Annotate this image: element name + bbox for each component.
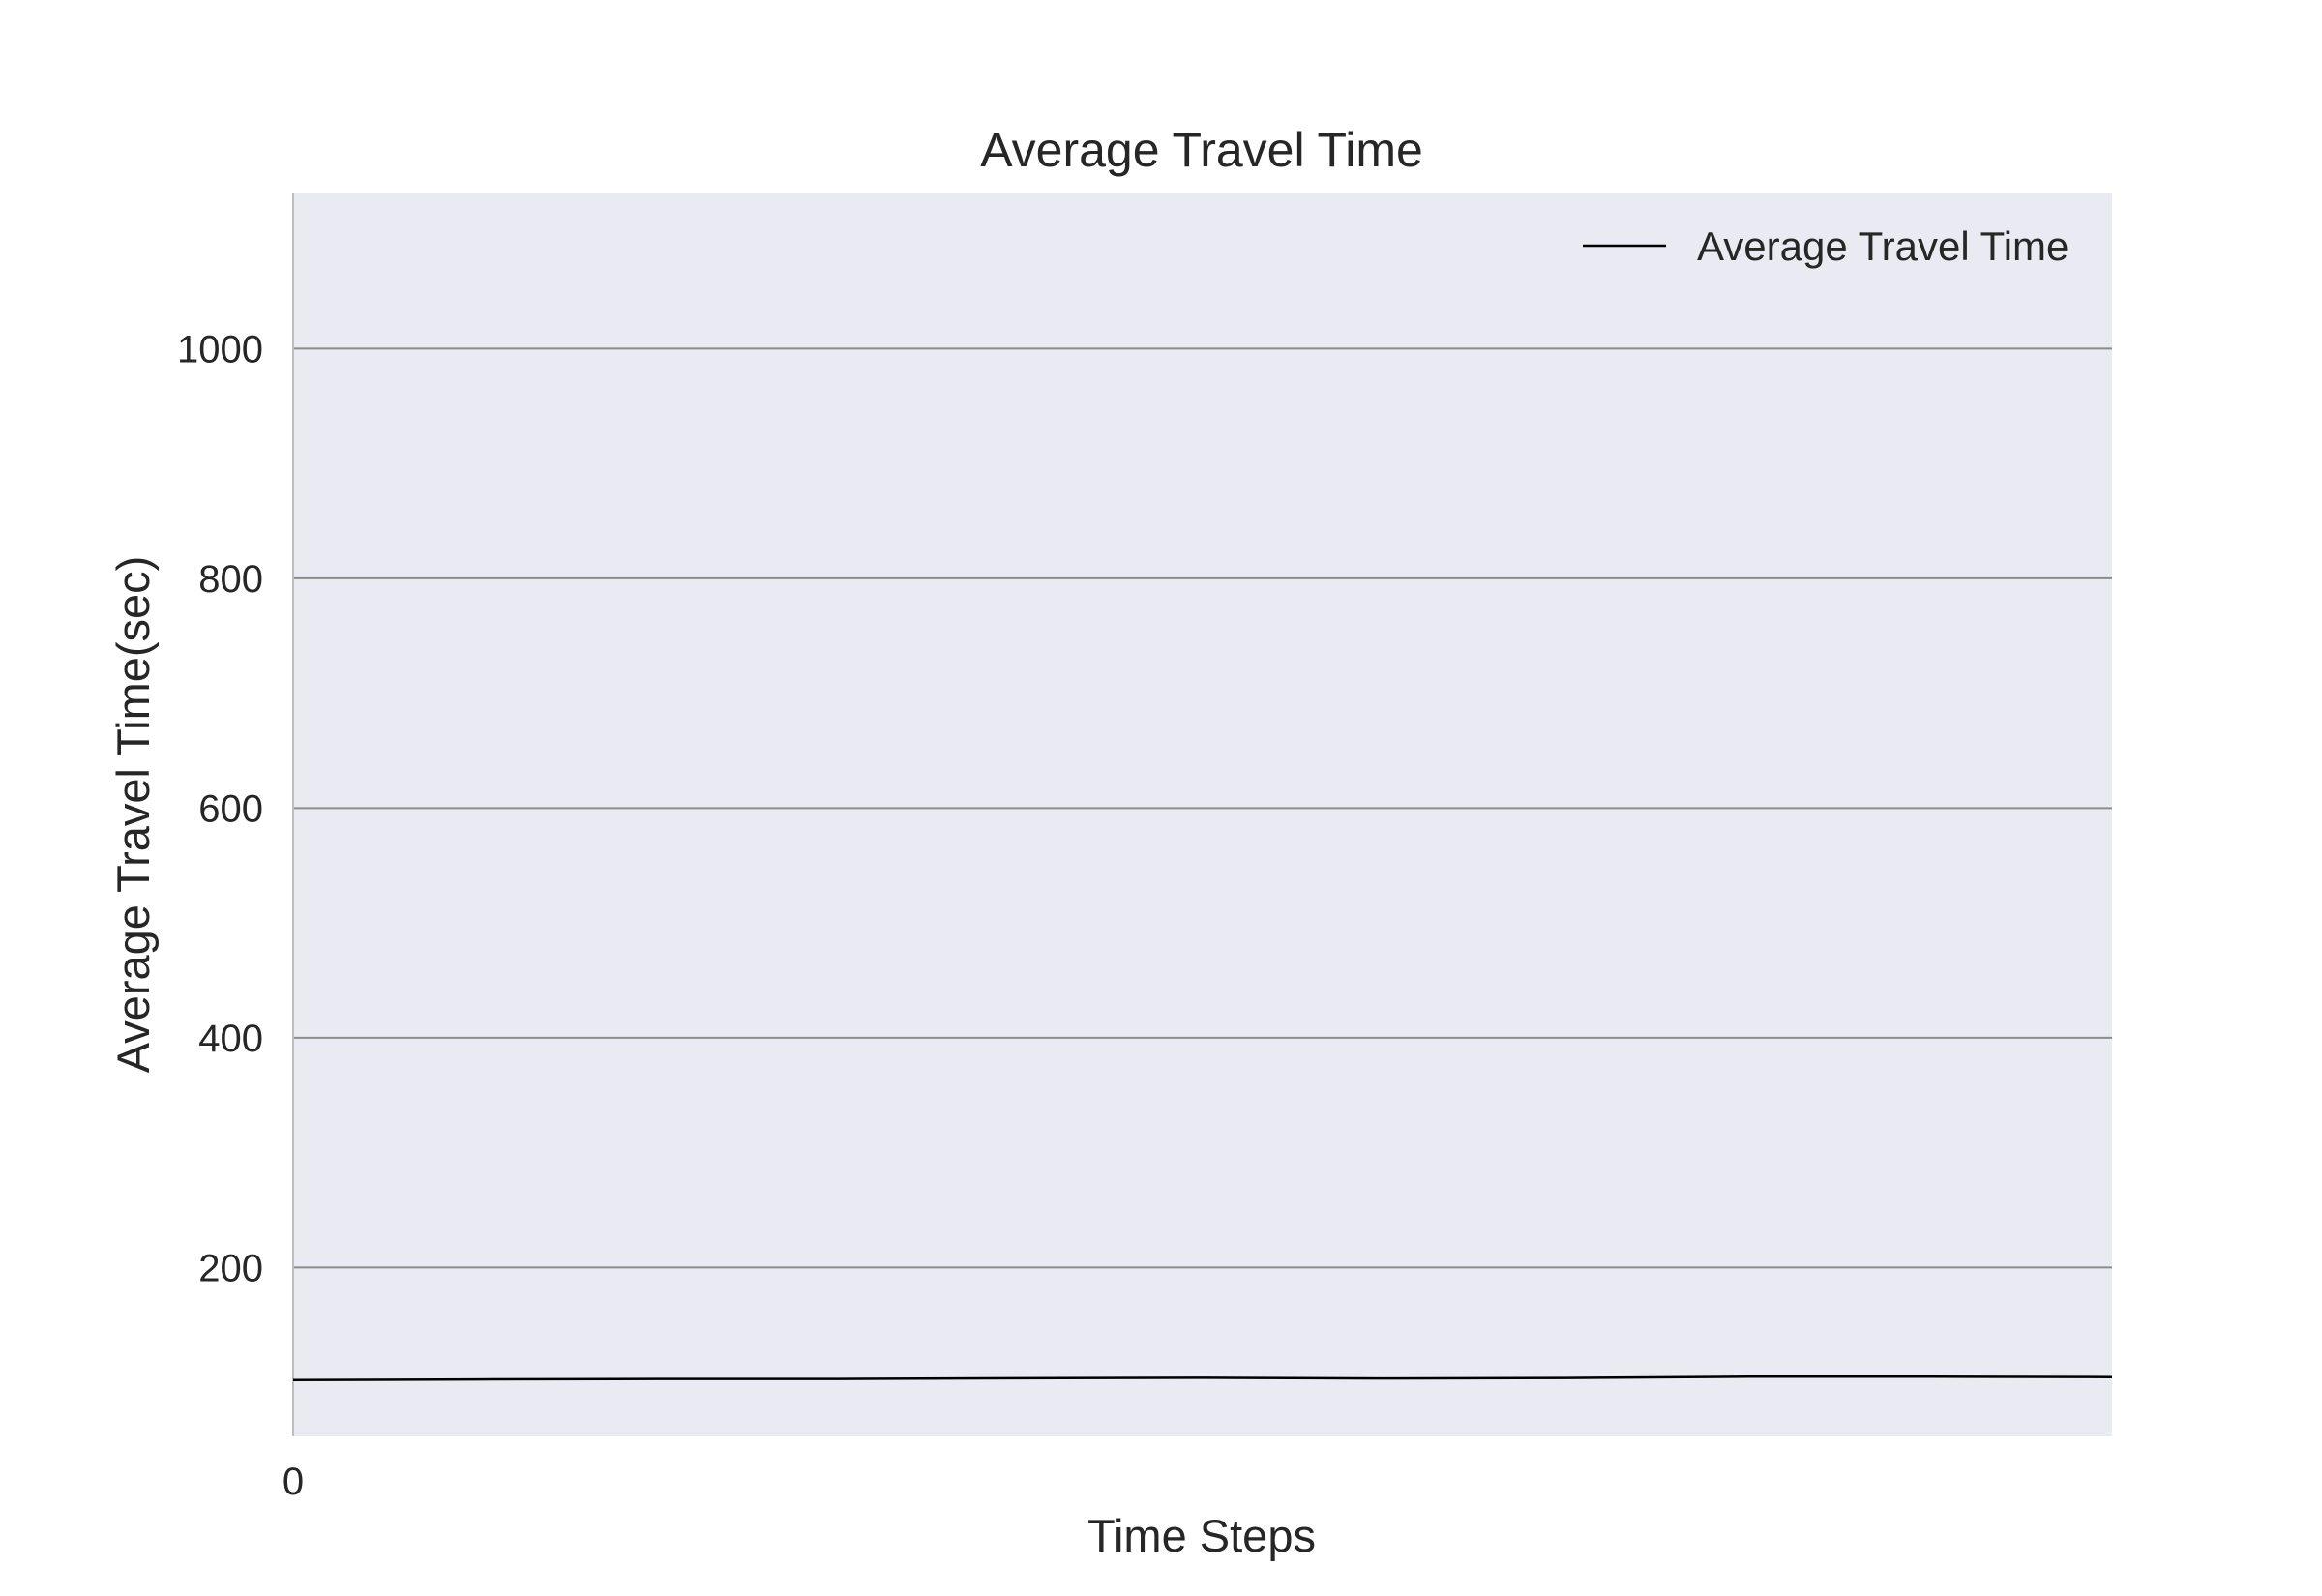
legend-label: Average Travel Time bbox=[1697, 223, 2069, 269]
x-axis-label: Time Steps bbox=[1087, 1510, 1316, 1561]
grid-lines bbox=[293, 347, 2112, 1269]
y-axis-label: Average Travel Time(sec) bbox=[107, 556, 159, 1074]
y-tick-label: 1000 bbox=[177, 328, 263, 370]
x-tick-label: 0 bbox=[283, 1461, 304, 1503]
plot-area bbox=[293, 193, 2112, 1436]
x-tick-labels: 0 bbox=[283, 1461, 304, 1503]
y-tick-labels: 200 400 600 800 1000 bbox=[177, 328, 263, 1289]
y-tick-label: 600 bbox=[198, 787, 263, 830]
legend: Average Travel Time bbox=[1583, 223, 2069, 269]
series-group bbox=[292, 1374, 2113, 1382]
y-tick-label: 200 bbox=[198, 1247, 263, 1289]
chart-title: Average Travel Time bbox=[980, 123, 1423, 177]
y-tick-label: 400 bbox=[198, 1018, 263, 1060]
y-tick-label: 800 bbox=[198, 558, 263, 601]
series-line bbox=[292, 1374, 2113, 1382]
